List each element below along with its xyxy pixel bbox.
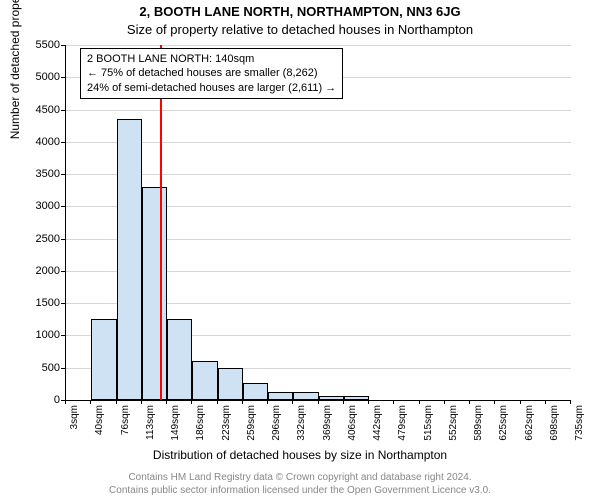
x-tick-label: 223sqm: [221, 405, 232, 445]
x-tick-label: 589sqm: [473, 405, 484, 445]
histogram-bar: [117, 119, 142, 400]
grid-line: [66, 45, 571, 46]
footer-line-2: Contains public sector information licen…: [0, 484, 600, 497]
x-tick: [545, 400, 546, 404]
histogram-bar: [268, 392, 293, 400]
info-box: 2 BOOTH LANE NORTH: 140sqm ← 75% of deta…: [80, 48, 343, 99]
x-tick-label: 369sqm: [322, 405, 333, 445]
grid-line: [66, 110, 571, 111]
x-tick-label: 76sqm: [120, 405, 131, 445]
grid-line: [66, 142, 571, 143]
histogram-bar: [319, 396, 344, 400]
y-tick-label: 4000: [36, 136, 60, 148]
histogram-bar: [142, 187, 167, 400]
x-tick: [191, 400, 192, 404]
y-tick-label: 3000: [36, 200, 60, 212]
y-axis-title: Number of detached properties: [8, 0, 22, 139]
x-tick-label: 149sqm: [170, 405, 181, 445]
y-tick: [61, 239, 65, 240]
x-tick: [90, 400, 91, 404]
x-tick: [343, 400, 344, 404]
x-tick: [217, 400, 218, 404]
x-tick-label: 332sqm: [296, 405, 307, 445]
y-tick-label: 4500: [36, 104, 60, 116]
x-tick-label: 698sqm: [549, 405, 560, 445]
x-tick-label: 515sqm: [423, 405, 434, 445]
x-tick: [292, 400, 293, 404]
x-tick-label: 662sqm: [524, 405, 535, 445]
histogram-bar: [218, 368, 243, 400]
y-tick-label: 500: [42, 362, 60, 374]
x-tick: [444, 400, 445, 404]
x-tick-label: 735sqm: [574, 405, 585, 445]
info-line-1: 2 BOOTH LANE NORTH: 140sqm: [87, 52, 336, 66]
chart-title-sub: Size of property relative to detached ho…: [0, 22, 600, 37]
histogram-bar: [344, 396, 369, 400]
x-tick: [494, 400, 495, 404]
y-tick-label: 1000: [36, 329, 60, 341]
x-axis-title: Distribution of detached houses by size …: [0, 448, 600, 462]
chart-title-main: 2, BOOTH LANE NORTH, NORTHAMPTON, NN3 6J…: [0, 4, 600, 19]
y-tick: [61, 45, 65, 46]
x-tick-label: 406sqm: [347, 405, 358, 445]
x-tick: [141, 400, 142, 404]
x-tick-label: 625sqm: [498, 405, 509, 445]
y-tick: [61, 335, 65, 336]
x-tick: [318, 400, 319, 404]
chart-container: 2, BOOTH LANE NORTH, NORTHAMPTON, NN3 6J…: [0, 0, 600, 500]
x-tick: [520, 400, 521, 404]
x-tick-label: 113sqm: [145, 405, 156, 445]
y-tick: [61, 174, 65, 175]
info-line-2: ← 75% of detached houses are smaller (8,…: [87, 66, 336, 80]
y-tick-label: 5500: [36, 39, 60, 51]
x-tick-label: 442sqm: [372, 405, 383, 445]
x-tick: [393, 400, 394, 404]
histogram-bar: [293, 392, 318, 400]
x-tick: [116, 400, 117, 404]
x-tick: [65, 400, 66, 404]
y-tick-label: 1500: [36, 297, 60, 309]
x-tick-label: 479sqm: [397, 405, 408, 445]
x-tick-label: 186sqm: [195, 405, 206, 445]
x-tick-label: 40sqm: [94, 405, 105, 445]
x-tick-label: 552sqm: [448, 405, 459, 445]
histogram-bar: [192, 361, 217, 400]
y-tick-label: 2500: [36, 233, 60, 245]
x-tick-label: 296sqm: [271, 405, 282, 445]
x-tick: [166, 400, 167, 404]
histogram-bar: [91, 319, 116, 400]
histogram-bar: [167, 319, 192, 400]
info-line-3: 24% of semi-detached houses are larger (…: [87, 81, 336, 95]
x-tick: [469, 400, 470, 404]
x-tick-label: 3sqm: [69, 405, 80, 445]
x-tick: [419, 400, 420, 404]
x-tick: [368, 400, 369, 404]
grid-line: [66, 174, 571, 175]
y-tick: [61, 77, 65, 78]
y-tick: [61, 110, 65, 111]
y-tick: [61, 206, 65, 207]
footer: Contains HM Land Registry data © Crown c…: [0, 471, 600, 497]
x-tick: [267, 400, 268, 404]
histogram-bar: [243, 383, 268, 400]
y-tick: [61, 368, 65, 369]
y-tick-label: 3500: [36, 168, 60, 180]
y-tick: [61, 271, 65, 272]
y-tick-label: 5000: [36, 71, 60, 83]
y-tick-label: 0: [54, 394, 60, 406]
x-tick: [242, 400, 243, 404]
y-tick-label: 2000: [36, 265, 60, 277]
x-tick-label: 259sqm: [246, 405, 257, 445]
x-tick: [570, 400, 571, 404]
y-tick: [61, 142, 65, 143]
y-tick: [61, 303, 65, 304]
footer-line-1: Contains HM Land Registry data © Crown c…: [0, 471, 600, 484]
